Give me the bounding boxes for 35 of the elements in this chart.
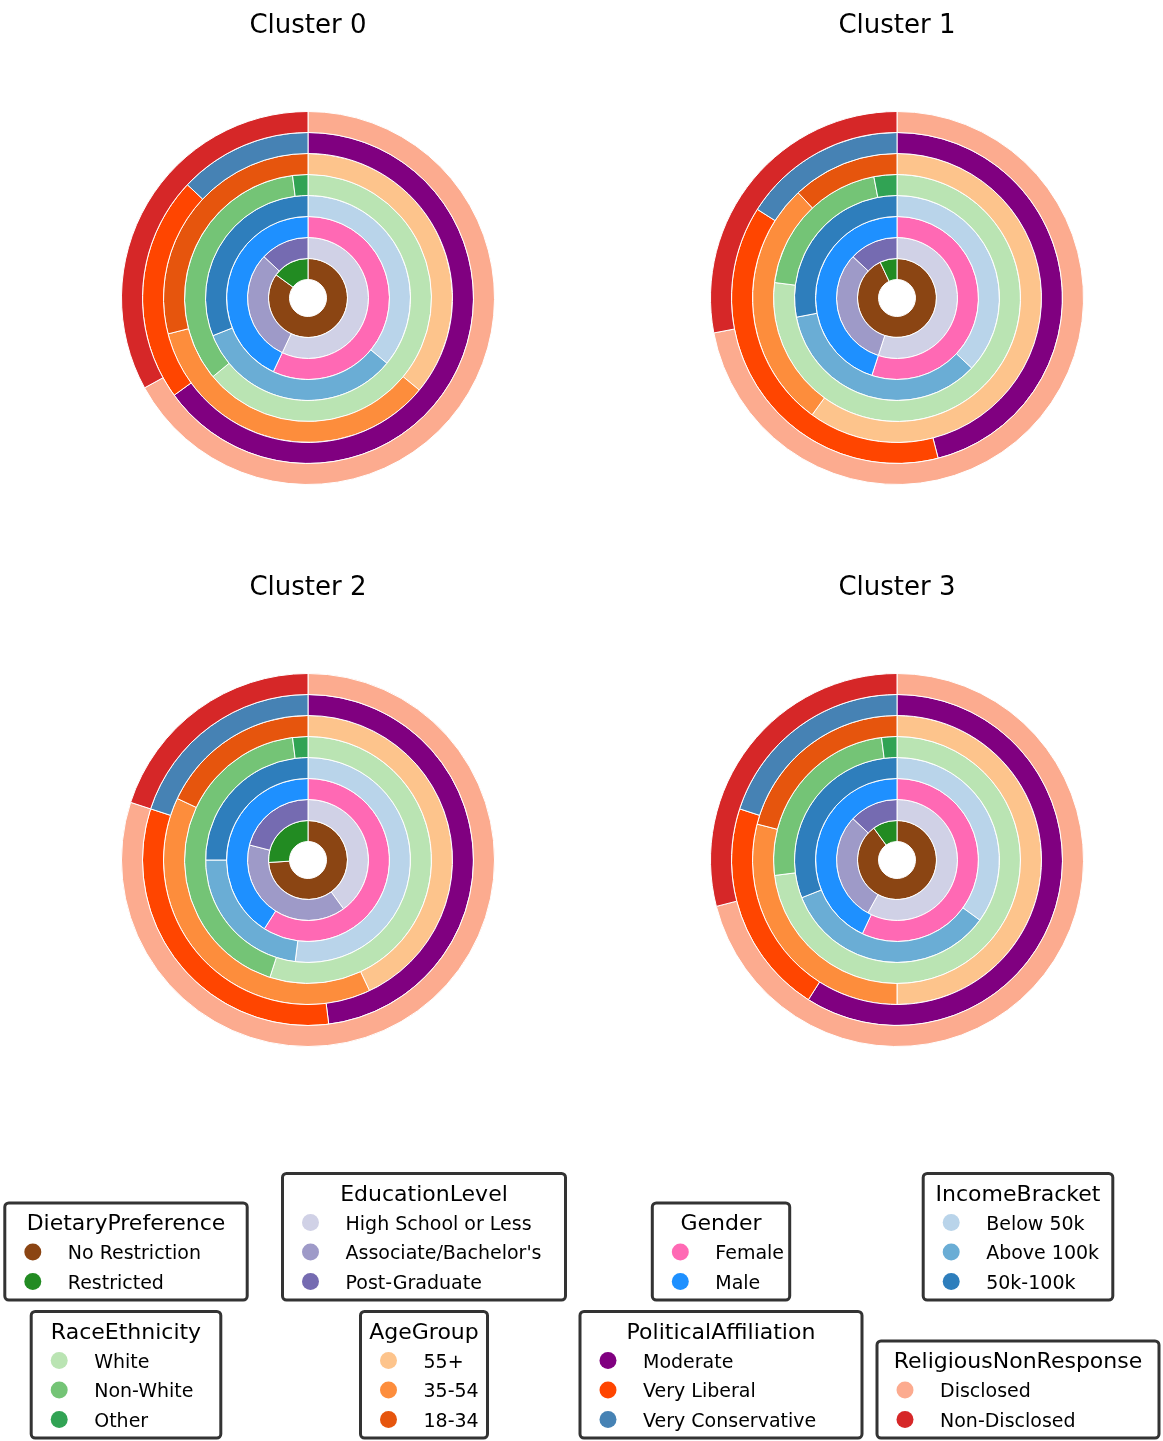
legend-label: No Restriction — [67, 1241, 201, 1263]
donut-slice — [121, 673, 495, 1047]
legend-label: Non-White — [94, 1379, 194, 1401]
legend-label: Female — [715, 1241, 784, 1263]
legend-label: 50k-100k — [986, 1270, 1076, 1293]
legend-label: High School or Less — [345, 1211, 532, 1234]
legend-label: Other — [94, 1408, 149, 1431]
legend-title: IncomeBracket — [935, 1180, 1101, 1206]
chart-title: Cluster 2 — [249, 571, 367, 601]
legend-label: Associate/Bachelor's — [345, 1241, 542, 1263]
legend-label: Very Conservative — [643, 1408, 817, 1431]
legend-label: White — [94, 1349, 150, 1372]
legend-label: 18-34 — [423, 1408, 479, 1431]
legend-label: Male — [715, 1270, 761, 1293]
legend-label: Very Liberal — [643, 1379, 756, 1401]
chart-title: Cluster 3 — [838, 571, 956, 601]
legend-title: RaceEthnicity — [50, 1318, 202, 1344]
legend-label: Disclosed — [940, 1379, 1031, 1401]
chart-title: Cluster 0 — [249, 9, 367, 39]
legend-label: 55+ — [423, 1349, 464, 1372]
chart-title: Cluster 1 — [838, 9, 956, 39]
legend-title: ReligiousNonResponse — [893, 1348, 1143, 1373]
legend-label: 35-54 — [423, 1379, 479, 1401]
donut-slice — [713, 111, 1084, 485]
legend-title: DietaryPreference — [26, 1210, 226, 1235]
legend-label: Non-Disclosed — [940, 1408, 1076, 1431]
legend-title: Gender — [680, 1210, 763, 1235]
legend-label: Below 50k — [986, 1211, 1085, 1234]
legend-label: Above 100k — [986, 1241, 1100, 1263]
legend-label: Post-Graduate — [345, 1270, 482, 1293]
legend-title: EducationLevel — [340, 1180, 508, 1206]
legend-title: AgeGroup — [369, 1318, 479, 1344]
legend-label: Restricted — [67, 1270, 164, 1293]
legend-label: Moderate — [643, 1349, 734, 1372]
legend-title: PoliticalAffiliation — [626, 1318, 816, 1344]
